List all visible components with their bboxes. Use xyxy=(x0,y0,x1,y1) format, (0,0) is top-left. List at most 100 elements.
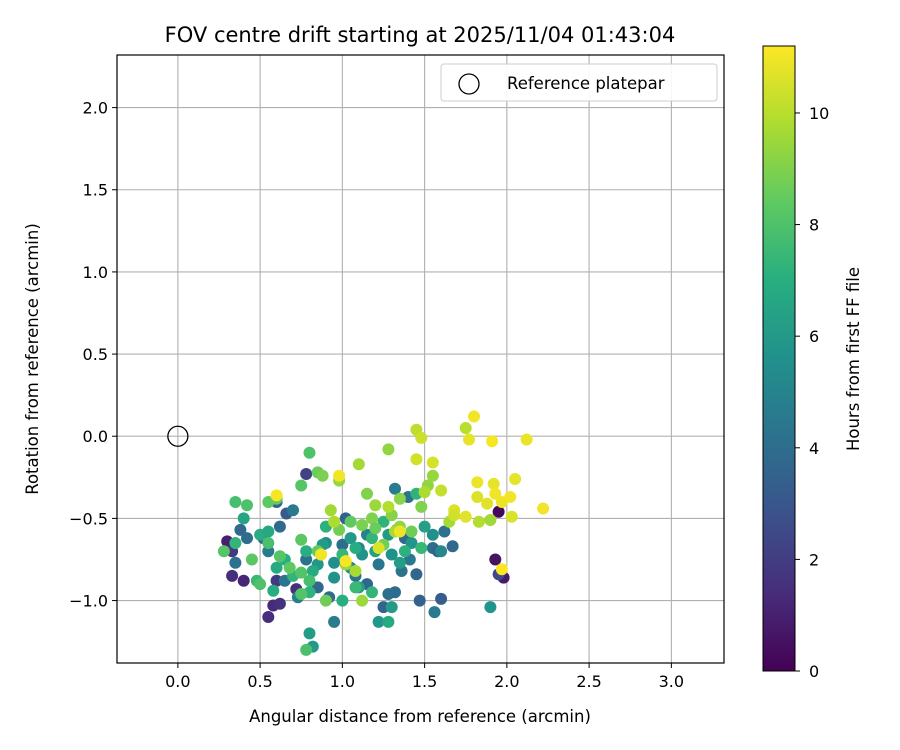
legend: Reference platepar xyxy=(440,63,718,102)
data-point xyxy=(520,433,533,446)
data-point xyxy=(468,410,480,423)
chart-title: FOV centre drift starting at 2025/11/04 … xyxy=(165,23,676,47)
grid xyxy=(117,55,724,663)
data-point xyxy=(415,431,428,444)
data-point xyxy=(270,489,283,502)
colorbar-tick-label: 2 xyxy=(809,550,819,569)
data-point xyxy=(495,563,508,576)
data-point xyxy=(382,500,395,513)
data-point xyxy=(349,542,362,554)
data-point xyxy=(262,545,275,558)
data-point xyxy=(339,555,352,568)
data-point xyxy=(438,525,451,538)
data-point xyxy=(344,532,357,545)
data-point xyxy=(262,611,275,623)
data-point xyxy=(418,520,431,533)
data-point xyxy=(315,548,327,561)
legend-label: Reference platepar xyxy=(507,74,665,93)
data-point xyxy=(472,515,485,528)
colorbar-tick-label: 0 xyxy=(809,662,819,681)
data-point xyxy=(377,515,390,528)
x-tick-label: 0.5 xyxy=(247,672,272,691)
data-point xyxy=(486,435,499,448)
data-point xyxy=(492,505,505,518)
data-point xyxy=(489,487,502,500)
data-point xyxy=(405,525,418,538)
data-point xyxy=(356,594,369,607)
data-point xyxy=(328,556,341,569)
data-point xyxy=(405,537,418,549)
data-point xyxy=(393,556,406,569)
data-point xyxy=(385,601,398,614)
data-point xyxy=(484,514,497,526)
x-tick-label: 3.0 xyxy=(659,672,684,691)
data-point xyxy=(393,525,406,538)
data-point xyxy=(324,504,337,517)
data-point xyxy=(448,509,461,522)
reference-platepar-point xyxy=(167,425,189,447)
data-point xyxy=(229,556,242,569)
data-point xyxy=(270,561,283,574)
data-point xyxy=(382,615,395,628)
data-point xyxy=(273,520,286,533)
data-point xyxy=(226,569,239,582)
y-tick-label: 0.0 xyxy=(83,427,108,446)
data-point xyxy=(426,456,439,469)
data-point xyxy=(366,512,378,525)
data-point xyxy=(435,484,448,497)
y-tick-label: −0.5 xyxy=(69,509,108,528)
y-tick-label: 0.5 xyxy=(83,345,108,364)
data-point xyxy=(369,522,382,535)
data-point xyxy=(336,538,349,551)
data-point xyxy=(303,446,316,459)
data-point xyxy=(270,574,283,587)
y-tick-label: 1.0 xyxy=(83,263,108,282)
data-point xyxy=(504,491,517,503)
data-point xyxy=(245,553,258,566)
data-point xyxy=(393,492,406,505)
data-point xyxy=(356,519,369,531)
data-point xyxy=(300,643,313,656)
data-point xyxy=(217,545,230,558)
data-point xyxy=(295,533,308,546)
scatter-points xyxy=(217,410,550,656)
data-point xyxy=(435,592,448,605)
data-point xyxy=(372,542,385,554)
data-point xyxy=(398,545,411,558)
data-point xyxy=(295,479,308,492)
data-point xyxy=(237,574,250,587)
data-point xyxy=(306,565,319,577)
data-point xyxy=(418,486,431,499)
data-point xyxy=(372,558,385,571)
x-tick-label: 2.5 xyxy=(576,672,601,691)
data-point xyxy=(349,565,362,577)
data-point xyxy=(283,561,296,574)
data-point xyxy=(415,500,428,513)
x-tick-label: 1.0 xyxy=(330,672,355,691)
colorbar-tick-label: 10 xyxy=(809,104,829,123)
data-point xyxy=(344,515,357,528)
data-point xyxy=(366,586,378,599)
legend-open-circle-icon xyxy=(458,73,480,95)
colorbar-tick-label: 8 xyxy=(809,216,819,235)
data-point xyxy=(319,594,332,607)
y-axis-label: Rotation from reference (arcmin) xyxy=(23,223,42,495)
data-point xyxy=(229,496,242,508)
data-point xyxy=(428,606,441,619)
x-tick-label: 1.5 xyxy=(412,672,437,691)
data-point xyxy=(382,443,395,456)
data-point xyxy=(303,574,316,587)
data-point xyxy=(481,497,494,510)
data-point xyxy=(471,491,484,503)
data-point xyxy=(446,540,459,553)
data-point xyxy=(241,499,253,512)
x-tick-label: 2.0 xyxy=(494,672,519,691)
data-point xyxy=(262,537,275,549)
data-point xyxy=(369,499,382,512)
data-point xyxy=(435,545,448,558)
data-point xyxy=(487,477,500,490)
data-point xyxy=(410,453,423,466)
data-point xyxy=(426,528,439,541)
colorbar-tick-label: 4 xyxy=(809,439,819,458)
data-point xyxy=(361,487,373,500)
